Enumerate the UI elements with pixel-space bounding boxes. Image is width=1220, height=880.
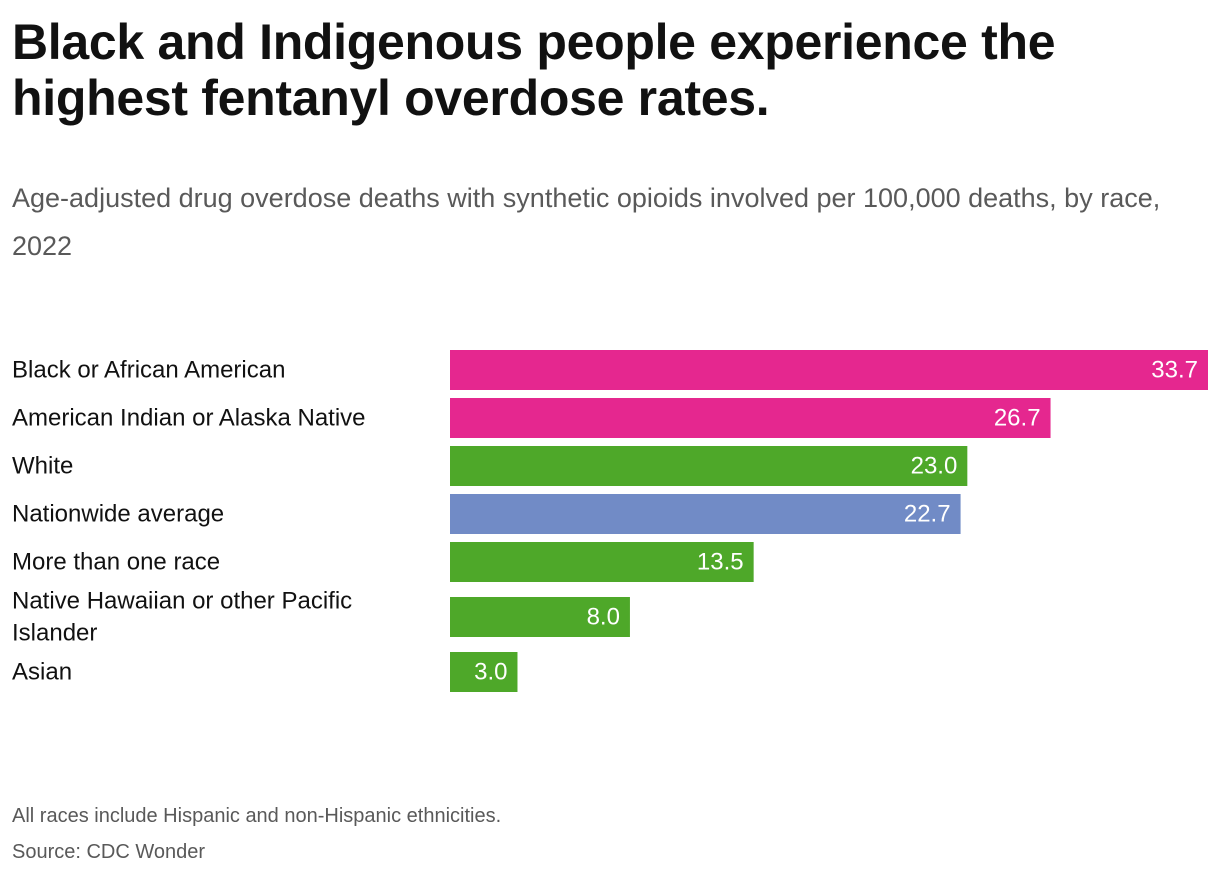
- category-label-1: American Indian or Alaska Native: [12, 405, 366, 432]
- chart-subtitle: Age-adjusted drug overdose deaths with s…: [12, 183, 1161, 261]
- bar-value-label-1: 26.7: [994, 405, 1041, 432]
- category-label-3: Nationwide average: [12, 501, 224, 528]
- bar-2: [450, 446, 968, 486]
- bar-value-label-4: 13.5: [697, 549, 744, 576]
- bar-1: [450, 398, 1051, 438]
- bar-value-label-6: 3.0: [474, 659, 507, 686]
- category-label-0: Black or African American: [12, 357, 285, 384]
- bar-5: [450, 597, 630, 637]
- chart-source: Source: CDC Wonder: [12, 841, 206, 863]
- bar-value-label-0: 33.7: [1151, 357, 1198, 384]
- bar-chart: 33.7 Black or African American 26.7 America…: [12, 350, 1208, 692]
- category-label-2: White: [12, 453, 73, 480]
- bar-value-label-3: 22.7: [904, 501, 951, 528]
- bar-6: [450, 652, 518, 692]
- category-label-5: Native Hawaiian or other Pacific Islander: [12, 588, 352, 647]
- bar-value-label-5: 8.0: [587, 604, 620, 631]
- bar-0: [450, 350, 1208, 390]
- category-label-4: More than one race: [12, 549, 220, 576]
- chart-title: Black and Indigenous people experience t…: [12, 14, 1056, 126]
- bar-3: [450, 494, 961, 534]
- bar-value-label-2: 23.0: [911, 453, 958, 480]
- category-label-6: Asian: [12, 659, 72, 686]
- chart-footnote: All races include Hispanic and non-Hispa…: [12, 805, 502, 827]
- bar-4: [450, 542, 754, 582]
